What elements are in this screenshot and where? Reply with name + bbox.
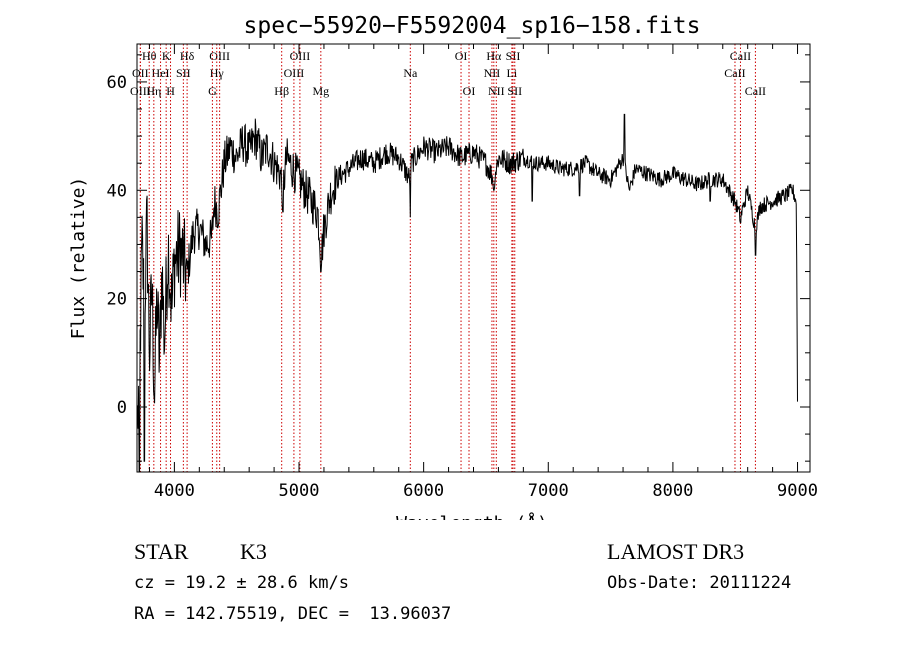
line-label: Mg	[312, 84, 329, 98]
plot-frame	[136, 43, 811, 473]
line-label: HeI	[152, 66, 170, 80]
spectrum-line	[137, 113, 798, 473]
line-label: Hθ	[142, 49, 157, 63]
y-tick-label: 40	[107, 181, 127, 201]
x-tick-label: 9000	[777, 481, 818, 501]
x-tick-label: 7000	[528, 481, 569, 501]
y-tick-label: 0	[117, 398, 127, 418]
line-label: Hα	[486, 49, 502, 63]
chart-title: spec−55920−F5592004_sp16−158.fits	[244, 13, 701, 39]
axis-ticks	[137, 44, 810, 472]
line-label: SII	[506, 49, 521, 63]
series-layer	[137, 113, 798, 473]
x-tick-label: 5000	[279, 481, 320, 501]
line-label: H	[166, 84, 175, 98]
x-tick-label: 8000	[652, 481, 693, 501]
line-label: G	[208, 84, 217, 98]
line-label: OIII	[284, 66, 305, 80]
line-label: K	[162, 49, 171, 63]
line-label: OI	[463, 84, 476, 98]
line-label: SII	[176, 66, 191, 80]
line-label: NII	[484, 66, 501, 80]
redshift-readout: cz = 19.2 ± 28.6 km/s	[134, 573, 349, 593]
line-label: OIII	[130, 84, 151, 98]
observation-date: Obs-Date: 20111224	[607, 573, 792, 593]
line-label: CaII	[724, 66, 745, 80]
object-class: STAR	[134, 539, 189, 564]
line-label: Hγ	[210, 66, 225, 80]
line-label: CaII	[745, 84, 766, 98]
line-label: OI	[455, 49, 468, 63]
axis-tick-labels: 4000 5000 6000 7000 8000 9000 0 20 40 60	[107, 73, 818, 501]
line-label: Hη	[146, 84, 161, 98]
line-label: OIII	[290, 49, 311, 63]
y-tick-label: 60	[107, 73, 127, 93]
y-axis-label: Flux (relative)	[68, 177, 89, 340]
line-label: SII	[507, 84, 522, 98]
spectrum-chart: spec−55920−F5592004_sp16−158.fits HθOIIO…	[68, 13, 818, 520]
line-label: CaII	[730, 49, 751, 63]
line-label: Na	[403, 66, 418, 80]
survey-name: LAMOST DR3	[607, 539, 745, 564]
line-label: OIII	[209, 49, 230, 63]
x-tick-label: 4000	[154, 481, 195, 501]
x-axis-label: Wavelength (Å)	[396, 512, 548, 520]
line-label: Hβ	[274, 84, 289, 98]
x-tick-label: 6000	[403, 481, 444, 501]
y-tick-label: 20	[107, 290, 127, 310]
line-label: Li	[507, 66, 518, 80]
coordinates-readout: RA = 142.75519, DEC = 13.96037	[134, 604, 452, 624]
line-label: NII	[488, 84, 505, 98]
line-label: Hδ	[180, 49, 195, 63]
object-subclass: K3	[240, 539, 267, 564]
